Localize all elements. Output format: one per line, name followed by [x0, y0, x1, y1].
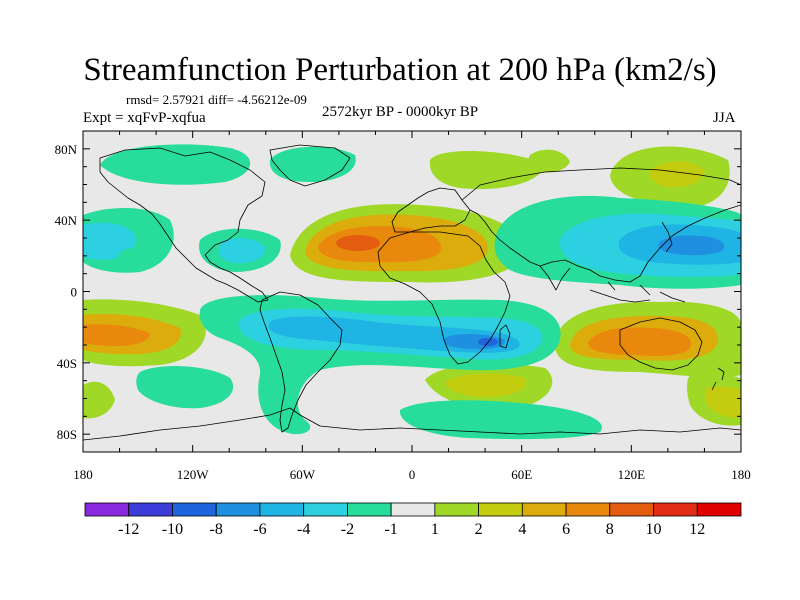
colorbar-swatch [215, 502, 261, 517]
x-tick-label: 0 [409, 467, 416, 482]
x-tick-label: 120W [177, 467, 210, 482]
x-tick-label: 60E [511, 467, 532, 482]
colorbar-label: 4 [518, 521, 526, 538]
india-coast [539, 265, 571, 291]
y-tick-label: 80N [55, 142, 78, 157]
south-pacific-high-core [83, 324, 150, 346]
colorbar-label: 10 [646, 521, 662, 538]
colorbar-swatch [259, 502, 305, 517]
x-tick-label: 60W [290, 467, 316, 482]
greenland-coast [269, 144, 351, 187]
colorbar-swatch [696, 502, 742, 517]
colorbar-swatch [653, 502, 698, 517]
siberia-high [429, 150, 545, 190]
period-label: 2572kyr BP - 0000kyr BP [322, 104, 479, 120]
colorbar-swatch [84, 502, 130, 517]
x-tick-label: 120E [618, 467, 646, 482]
colorbar-swatch [478, 502, 523, 517]
colorbar-label: -10 [162, 521, 183, 538]
north-africa-high-peak [336, 235, 380, 251]
europe-coast [391, 187, 471, 233]
colorbar-swatch [521, 502, 567, 517]
madagascar-coast [499, 324, 511, 349]
colorbar-label: 6 [562, 521, 570, 538]
ne-pacific-high [528, 149, 570, 173]
new-zealand-coast [711, 367, 725, 391]
asia-pacific-low-core [658, 235, 725, 256]
colorbar-label: 12 [689, 521, 705, 538]
colorbar-swatch [303, 502, 348, 517]
southern-ocean-low [399, 400, 602, 440]
east-pacific-low [118, 248, 155, 268]
southern-ocean-high-inner [445, 373, 526, 397]
experiment-label: Expt = xqFvP-xqfua [83, 110, 206, 126]
colorbar-label: -2 [341, 521, 354, 538]
japan-coast [661, 221, 673, 253]
chart-title: Streamfunction Perturbation at 200 hPa (… [83, 52, 717, 88]
y-tick-label: 40N [55, 213, 78, 228]
colorbar-swatch [565, 502, 611, 517]
season-label: JJA [713, 110, 736, 126]
colorbar-swatch [609, 502, 654, 517]
x-axis: 180 120W 60W 0 60E 120E 180 [73, 131, 751, 482]
colorbar-label: -6 [253, 521, 266, 538]
x-tick-label: 180 [73, 467, 93, 482]
colorbar-label: -4 [297, 521, 310, 538]
colorbar-label: -12 [118, 521, 139, 538]
colorbar-label: -1 [384, 521, 397, 538]
north-america-low-inner [83, 222, 136, 260]
colorbar-swatch [434, 502, 480, 517]
y-tick-label: 80S [57, 427, 77, 442]
africa-coast [377, 231, 511, 365]
x-tick-label: 180 [731, 467, 751, 482]
north-america-coast [99, 147, 269, 303]
colorbar-label: -8 [210, 521, 223, 538]
australia-coast [619, 317, 703, 371]
negative-anomalies [83, 144, 741, 440]
indonesia-coast [589, 281, 686, 303]
antarctic-high-inner [705, 386, 741, 418]
stats-label: rmsd= 2.57921 diff= -4.56212e-09 [126, 92, 307, 107]
y-axis: 80N 40N 0 40S 80S [55, 142, 741, 442]
south-pacific-far-high [83, 381, 115, 419]
colorbar-label: 8 [606, 521, 614, 538]
east-asia-north-high-inner [649, 161, 705, 188]
asia-coast [461, 167, 741, 283]
colorbar-swatch [390, 502, 436, 517]
y-tick-label: 40S [57, 356, 77, 371]
antarctica-coast [83, 407, 741, 441]
gulf-low-inner [218, 238, 265, 264]
greenland-low [269, 146, 356, 182]
colorbar-label: 2 [475, 521, 483, 538]
north-america-arctic-low [100, 144, 251, 185]
coastlines [83, 144, 741, 441]
colorbar: -12 -10 -8 -6 -4 -2 -1 1 2 4 6 8 10 12 [84, 502, 742, 538]
south-pacific-low [136, 366, 234, 409]
colorbar-swatch [346, 502, 392, 517]
colorbar-swatch [128, 502, 173, 517]
y-tick-label: 0 [71, 285, 78, 300]
contour-fields [83, 131, 741, 452]
south-america-coast [259, 291, 343, 433]
colorbar-label: 1 [431, 521, 439, 538]
colorbar-swatch [172, 502, 217, 517]
positive-anomalies [83, 146, 741, 426]
australia-high-core [588, 327, 691, 356]
